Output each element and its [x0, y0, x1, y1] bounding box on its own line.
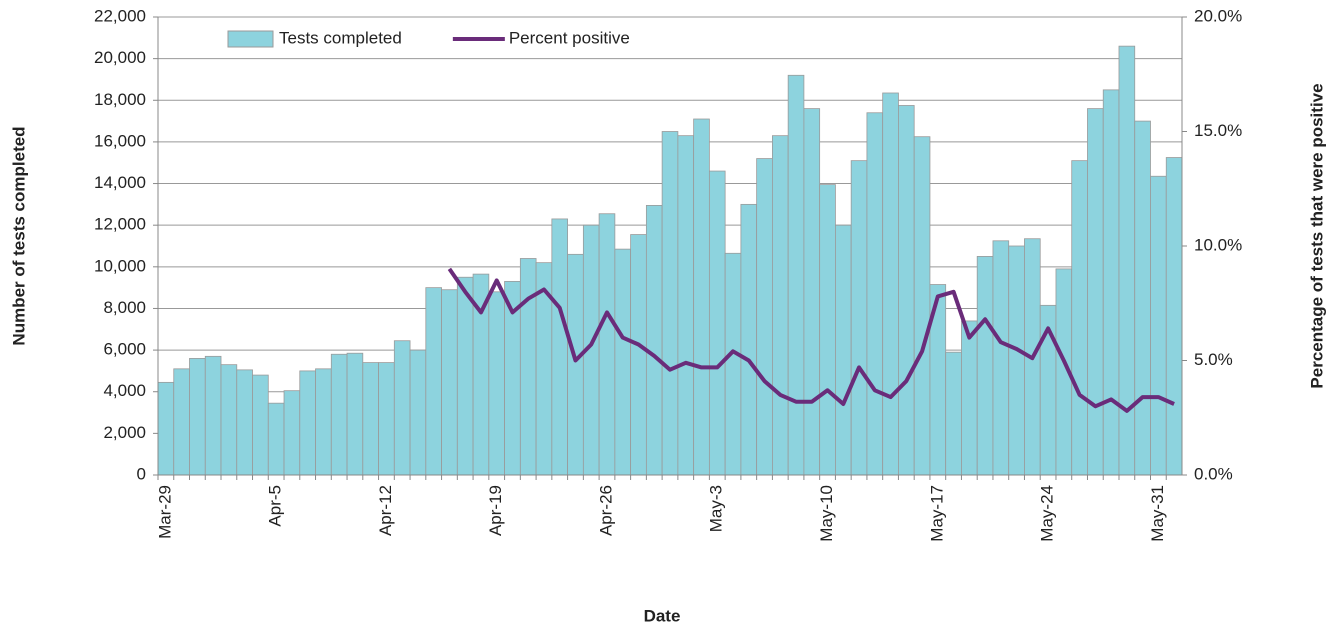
bar [724, 252, 742, 476]
legend-label: Percent positive [509, 28, 630, 47]
y-axis-title: Number of tests completed [9, 126, 28, 345]
x-tick-label: Apr-26 [596, 485, 615, 536]
x-tick-label: Apr-12 [376, 485, 395, 536]
bar [456, 276, 474, 476]
bar [898, 105, 915, 476]
y2-tick-label: 20.0% [1194, 6, 1242, 25]
y-tick-label: 16,000 [94, 131, 146, 150]
bar [630, 234, 647, 476]
x-tick-label: Apr-19 [486, 485, 505, 536]
line [447, 267, 1175, 413]
bar [772, 135, 789, 476]
bar [204, 355, 222, 476]
bar [992, 240, 1010, 476]
bar [1071, 160, 1088, 476]
y-tick-label: 2,000 [103, 423, 146, 442]
x-tick-label: May-24 [1038, 485, 1057, 542]
bar [976, 256, 994, 476]
bar [315, 368, 332, 476]
y-tick-label: 14,000 [94, 173, 146, 192]
x-tick-label: May-10 [817, 485, 836, 542]
y2-tick-label: 0.0% [1194, 464, 1233, 483]
bar [787, 74, 805, 476]
x-tick-label: Mar-29 [155, 485, 174, 539]
bar [645, 205, 663, 476]
bar [913, 136, 931, 476]
bar [1134, 120, 1151, 476]
bar [330, 353, 348, 476]
y2-axis-title: Percentage of tests that were positive [1307, 83, 1326, 388]
bar [866, 112, 884, 476]
bar [961, 320, 978, 476]
y-tick-label: 20,000 [94, 48, 146, 67]
y-tick-label: 8,000 [103, 298, 146, 317]
bar [803, 108, 821, 476]
bar [551, 218, 568, 476]
bar [850, 160, 868, 476]
bar [677, 135, 695, 476]
bar [378, 362, 395, 476]
bar [488, 291, 505, 476]
y-tick-label: 12,000 [94, 215, 146, 234]
bar [173, 368, 190, 476]
bar [708, 170, 726, 476]
x-tick-label: May-3 [707, 485, 726, 532]
bar [362, 362, 379, 476]
bar [882, 92, 899, 476]
bar [756, 158, 773, 476]
bar [567, 253, 584, 476]
bar [1087, 108, 1104, 476]
bar [1150, 175, 1167, 476]
bar [945, 351, 962, 476]
bar [425, 287, 442, 476]
bar [598, 213, 616, 476]
bar [236, 369, 253, 476]
bar [346, 352, 364, 476]
bar [519, 258, 537, 476]
y-tick-label: 10,000 [94, 256, 146, 275]
bar [409, 349, 427, 476]
bar [1165, 157, 1183, 476]
bar [393, 340, 411, 476]
bar [1102, 89, 1120, 476]
y-tick-label: 4,000 [103, 381, 146, 400]
y-tick-label: 6,000 [103, 340, 146, 359]
y-tick-label: 22,000 [94, 6, 146, 25]
legend-label: Tests completed [279, 28, 402, 47]
bar [441, 289, 458, 476]
x-tick-label: Apr-5 [266, 485, 285, 527]
legend-swatch [227, 30, 274, 48]
bar [157, 381, 175, 476]
bar [1008, 245, 1025, 476]
x-axis-title: Date [644, 606, 681, 625]
y2-tick-label: 10.0% [1194, 235, 1242, 254]
x-tick-label: May-17 [927, 485, 946, 542]
bar [220, 364, 238, 476]
bar [661, 131, 679, 476]
y2-tick-label: 5.0% [1194, 350, 1233, 369]
legend-background [220, 24, 660, 54]
y-tick-label: 18,000 [94, 90, 146, 109]
bar [299, 370, 316, 476]
bar [693, 118, 710, 476]
bar [267, 402, 285, 476]
bar [819, 184, 836, 476]
bar [740, 203, 758, 476]
bar [252, 374, 269, 476]
bar [189, 358, 206, 476]
x-tick-label: May-31 [1148, 485, 1167, 542]
bar [835, 224, 852, 476]
y2-tick-label: 15.0% [1194, 121, 1242, 140]
bar [614, 248, 632, 476]
bar [283, 390, 301, 476]
y-tick-label: 0 [137, 464, 146, 483]
